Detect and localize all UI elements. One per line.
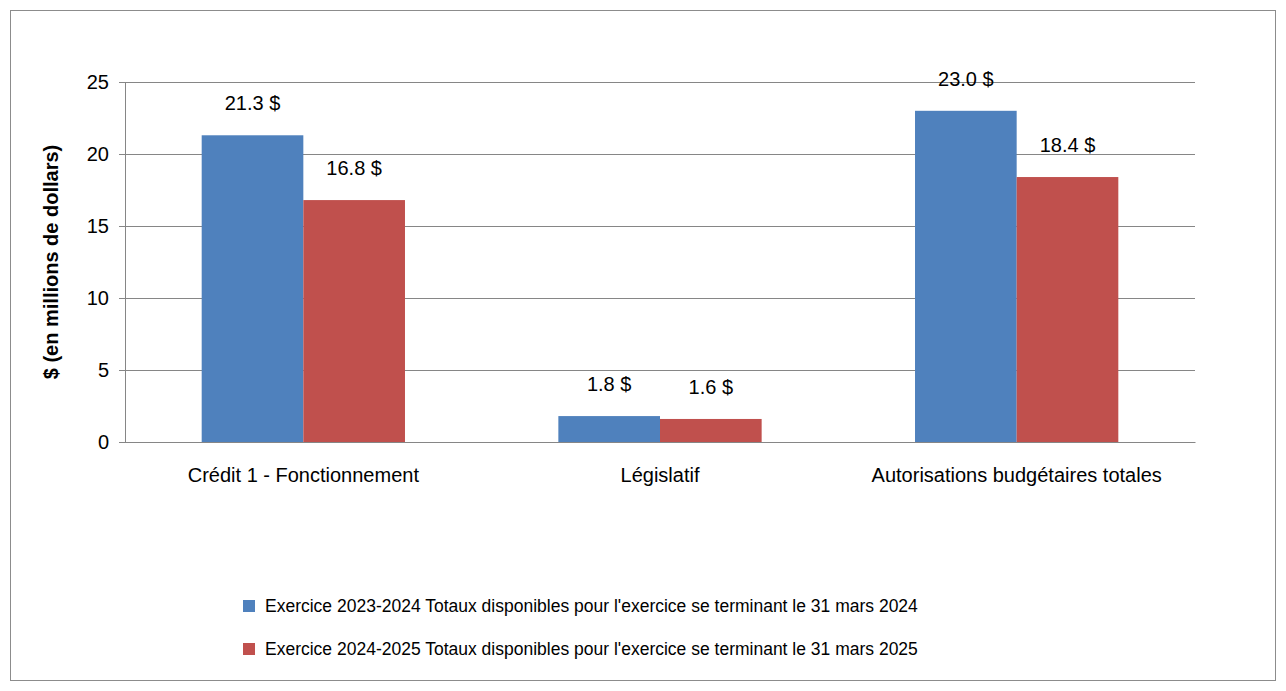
bar — [202, 135, 304, 442]
legend-swatch — [243, 643, 255, 655]
data-labels: 21.3 $ 1.8 $ 23.0 $ 16.8 $ 1.6 $ 18.4 $ — [225, 68, 1096, 398]
grid-line — [125, 442, 1195, 443]
y-axis: 0 5 10 15 20 25 — [87, 71, 126, 453]
data-label: 16.8 $ — [326, 157, 382, 179]
series — [303, 177, 1118, 442]
x-axis: Crédit 1 - Fonctionnement Législatif Autor… — [126, 442, 1196, 486]
data-label: 1.6 $ — [689, 376, 733, 398]
grid — [125, 83, 1195, 443]
chart: 0 5 10 15 20 25 Crédit 1 - Fonctionnement Légis… — [0, 0, 1286, 691]
x-tick: Autorisations budgétaires totales — [872, 442, 1162, 486]
x-tick-label: Législatif — [621, 464, 700, 486]
y-tick-mark — [119, 82, 125, 83]
bar — [915, 111, 1017, 442]
bars — [202, 111, 1119, 442]
legend-swatch — [243, 600, 255, 612]
y-tick-label: 15 — [87, 215, 109, 237]
y-tick-label: 0 — [98, 431, 109, 453]
data-label: 1.8 $ — [587, 373, 631, 395]
y-tick-mark — [119, 298, 125, 299]
y-axis-title: $ (en millions de dollars) — [40, 145, 62, 380]
y-tick-mark — [119, 442, 125, 443]
y-tick: 15 — [87, 215, 125, 237]
bar — [303, 200, 405, 442]
y-tick-label: 20 — [87, 143, 109, 165]
y-tick: 10 — [87, 287, 125, 309]
grid-line — [125, 82, 1195, 83]
plot: 0 5 10 15 20 25 Crédit 1 - Fonctionnement Légis… — [87, 68, 1196, 486]
legend-label: Exercice 2023-2024 Totaux disponibles po… — [265, 596, 918, 616]
y-tick: 0 — [98, 431, 125, 453]
legend: Exercice 2023-2024 Totaux disponibles po… — [243, 596, 918, 659]
y-tick: 20 — [87, 143, 125, 165]
y-tick-mark — [119, 226, 125, 227]
y-tick-mark — [119, 370, 125, 371]
x-tick-label: Autorisations budgétaires totales — [872, 464, 1162, 486]
data-label: 21.3 $ — [225, 92, 281, 114]
data-label: 23.0 $ — [938, 68, 994, 90]
bar — [660, 419, 762, 442]
y-tick-label: 25 — [87, 71, 109, 93]
y-tick-mark — [119, 154, 125, 155]
bar — [558, 416, 660, 442]
y-tick-label: 5 — [98, 359, 109, 381]
y-tick-label: 10 — [87, 287, 109, 309]
legend-label: Exercice 2024-2025 Totaux disponibles po… — [265, 639, 918, 659]
y-tick: 5 — [98, 359, 125, 381]
data-label: 18.4 $ — [1040, 134, 1096, 156]
x-tick: Crédit 1 - Fonctionnement — [188, 442, 420, 486]
x-tick-label: Crédit 1 - Fonctionnement — [188, 464, 420, 486]
bar — [1017, 177, 1119, 442]
x-axis-line — [126, 442, 1196, 443]
x-tick: Législatif — [621, 442, 700, 486]
y-tick: 25 — [87, 71, 125, 93]
chart-frame — [11, 11, 1276, 681]
series — [202, 111, 1017, 442]
y-axis-line — [125, 83, 126, 443]
